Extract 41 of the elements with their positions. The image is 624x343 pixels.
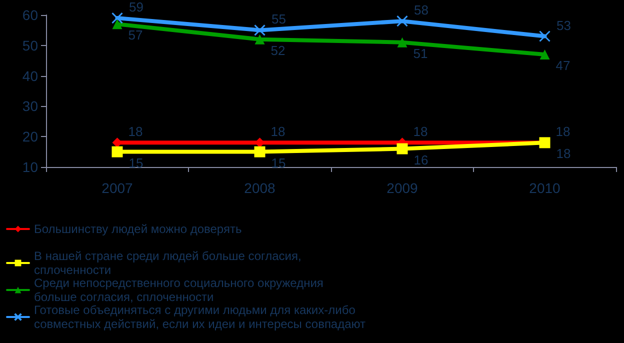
y-tick-label: 60 [22, 7, 38, 23]
data-label: 53 [556, 18, 571, 33]
legend-label: Большинству людей можно доверять [34, 222, 242, 236]
point [112, 12, 123, 24]
data-label: 15 [128, 155, 144, 170]
point [397, 37, 408, 48]
x-tick-label: 2007 [102, 180, 134, 196]
data-label: 57 [128, 28, 143, 43]
y-tick-label: 30 [22, 98, 38, 114]
point [396, 15, 408, 27]
data-label: 16 [414, 152, 428, 168]
x-tick-label: 2009 [386, 180, 418, 196]
legend-label: Среди непосредственного социального окружедния больше согласия, сплоченности [34, 276, 327, 304]
point [254, 34, 265, 44]
data-label: 18 [556, 146, 571, 162]
point [540, 50, 550, 60]
y-tick-label: 40 [22, 68, 38, 84]
data-label: 51 [413, 46, 428, 61]
point [254, 24, 266, 36]
data-label: 18 [270, 124, 286, 140]
data-label: 18 [128, 124, 143, 140]
data-label: 18 [413, 124, 428, 140]
data-label: 58 [414, 2, 428, 18]
data-label: 52 [270, 42, 286, 58]
legend-label: Готовые объединяться с другими людьми для каких-либо совместных действий, если их идеи и интересы совпадают [34, 303, 366, 331]
y-tick-label: 10 [22, 159, 38, 175]
y-tick-label: 20 [22, 128, 38, 145]
point [254, 146, 266, 158]
y-tick-label: 50 [22, 37, 38, 54]
data-label: 18 [556, 124, 570, 140]
point [396, 143, 408, 154]
data-label: 15 [271, 155, 286, 170]
x-tick-label: 2010 [529, 180, 561, 196]
data-label: 59 [129, 0, 144, 15]
point [539, 30, 550, 42]
legend-label: В нашей стране среди людей больше согласия, сплоченности [34, 249, 305, 277]
data-label: 55 [272, 12, 286, 27]
data-label: 47 [556, 58, 570, 74]
x-tick-label: 2008 [244, 180, 276, 196]
point [112, 146, 123, 158]
point [112, 19, 122, 30]
